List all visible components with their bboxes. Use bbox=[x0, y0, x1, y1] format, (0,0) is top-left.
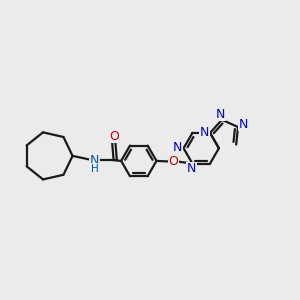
Text: H: H bbox=[91, 164, 98, 173]
Text: N: N bbox=[200, 126, 209, 139]
Text: N: N bbox=[173, 141, 182, 154]
Text: N: N bbox=[216, 107, 225, 121]
Text: O: O bbox=[109, 130, 119, 143]
Text: N: N bbox=[238, 118, 248, 130]
Text: N: N bbox=[187, 162, 196, 175]
Text: N: N bbox=[90, 154, 99, 167]
Text: O: O bbox=[169, 155, 178, 168]
